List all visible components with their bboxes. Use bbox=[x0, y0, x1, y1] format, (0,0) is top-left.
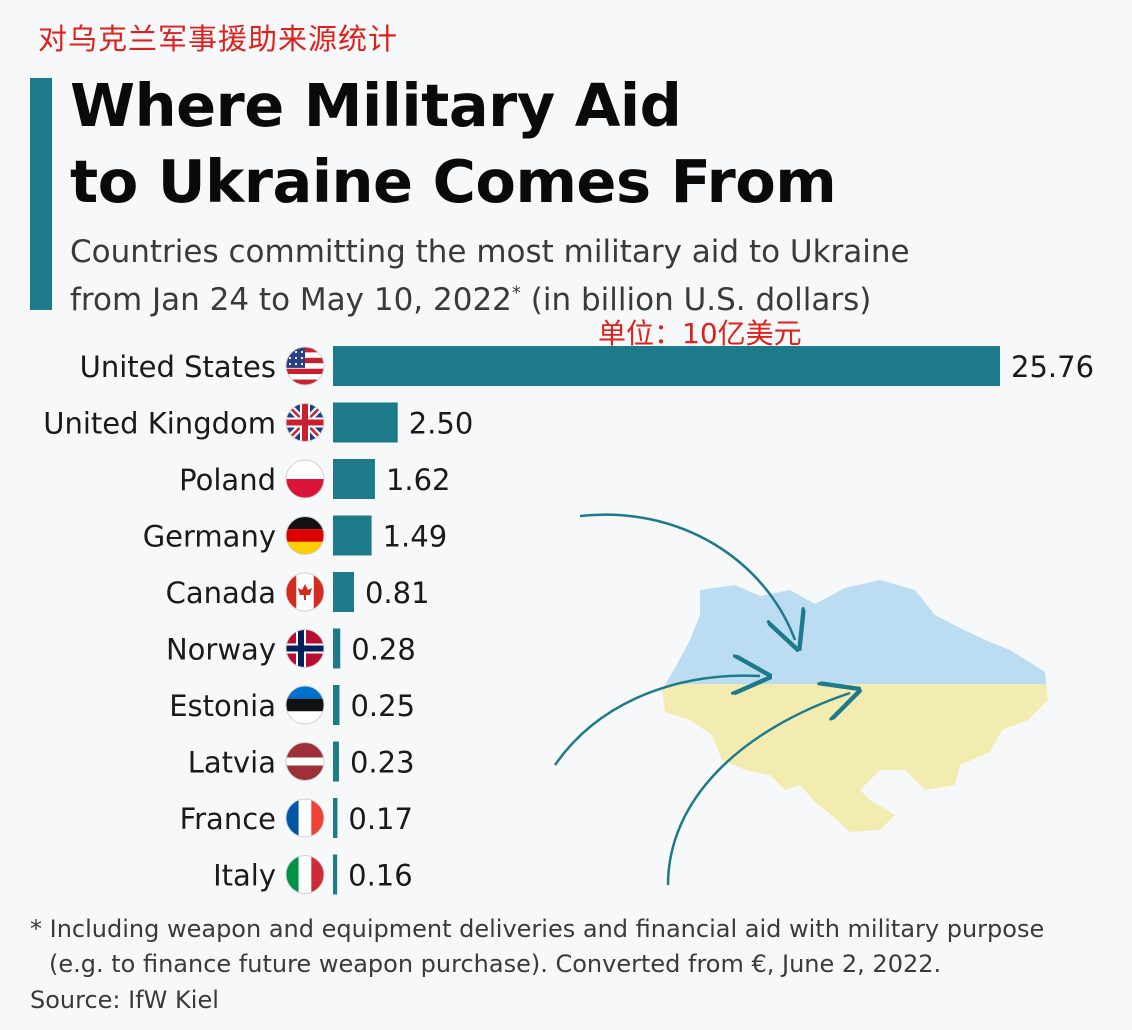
subtitle-line-1: Countries committing the most military a… bbox=[70, 234, 910, 270]
bar-united-states bbox=[333, 346, 1000, 386]
bar-france bbox=[333, 798, 338, 838]
category-label-estonia: Estonia bbox=[169, 689, 276, 723]
category-label-united-states: United States bbox=[80, 350, 276, 384]
bar-row-italy: Italy 0.16 bbox=[213, 854, 413, 895]
bar-latvia bbox=[333, 741, 339, 782]
bar-row-united-states: United States 25.76 bbox=[80, 346, 1094, 386]
chart-subtitle: Countries committing the most military a… bbox=[70, 228, 1110, 324]
estonia-flag-icon bbox=[285, 685, 325, 725]
ukraine-map bbox=[662, 580, 1048, 832]
footnote-line-1: * Including weapon and equipment deliver… bbox=[30, 915, 1045, 943]
value-label-italy: 0.16 bbox=[348, 859, 413, 893]
subtitle-footnote-mark: * bbox=[511, 282, 521, 304]
bar-canada bbox=[333, 572, 354, 612]
bar-united-kingdom bbox=[333, 402, 398, 443]
subtitle-units: (in billion U.S. dollars) bbox=[520, 282, 872, 318]
arrow-2 bbox=[553, 676, 760, 766]
bar-row-estonia: Estonia 0.25 bbox=[169, 685, 415, 725]
bar-row-poland: Poland 1.62 bbox=[179, 459, 451, 499]
value-label-france: 0.17 bbox=[348, 802, 413, 836]
value-label-estonia: 0.25 bbox=[350, 689, 415, 723]
category-label-italy: Italy bbox=[213, 859, 276, 893]
category-label-poland: Poland bbox=[179, 463, 276, 497]
bars-layer: United States 25.76 United Kingdom 2.50 Pola… bbox=[43, 346, 1094, 895]
arrow-1 bbox=[579, 513, 795, 640]
chinese-title: 对乌克兰军事援助来源统计 bbox=[38, 22, 399, 56]
bar-row-france: France 0.17 bbox=[180, 798, 413, 838]
value-label-united-states: 25.76 bbox=[1011, 350, 1094, 384]
uk-flag-icon bbox=[285, 403, 325, 442]
germany-flag-icon bbox=[285, 516, 325, 555]
value-label-united-kingdom: 2.50 bbox=[409, 407, 474, 441]
bar-row-germany: Germany 1.49 bbox=[143, 515, 448, 556]
us-flag-icon bbox=[285, 346, 325, 386]
chart-title-line-2: to Ukraine Comes From bbox=[70, 147, 837, 216]
category-label-germany: Germany bbox=[143, 520, 276, 554]
italy-flag-icon bbox=[285, 855, 325, 894]
bar-row-canada: Canada 0.81 bbox=[166, 572, 430, 612]
bar-estonia bbox=[333, 685, 340, 725]
arrow-3 bbox=[666, 693, 850, 886]
subtitle-date-range: from Jan 24 to May 10, 2022 bbox=[70, 282, 512, 318]
aid-arrows bbox=[553, 513, 850, 886]
bar-row-latvia: Latvia 0.23 bbox=[188, 741, 415, 782]
value-label-canada: 0.81 bbox=[365, 576, 430, 610]
latvia-flag-icon bbox=[285, 742, 325, 781]
poland-flag-icon bbox=[285, 459, 325, 499]
value-label-poland: 1.62 bbox=[386, 463, 451, 497]
value-label-latvia: 0.23 bbox=[350, 746, 415, 780]
title-accent-bar bbox=[30, 78, 52, 310]
canada-flag-icon bbox=[285, 572, 325, 612]
value-label-germany: 1.49 bbox=[383, 520, 448, 554]
france-flag-icon bbox=[285, 798, 325, 838]
bar-row-norway: Norway 0.28 bbox=[166, 628, 416, 669]
ukraine-map-blue bbox=[662, 580, 1048, 684]
bar-row-united-kingdom: United Kingdom 2.50 bbox=[43, 402, 474, 443]
norway-flag-icon bbox=[285, 629, 325, 668]
bar-germany bbox=[333, 515, 372, 556]
footnote: * Including weapon and equipment deliver… bbox=[30, 912, 1120, 982]
bar-poland bbox=[333, 459, 375, 499]
value-label-norway: 0.28 bbox=[351, 633, 416, 667]
source-note: Source: IfW Kiel bbox=[30, 986, 219, 1014]
bar-italy bbox=[333, 854, 338, 895]
category-label-united-kingdom: United Kingdom bbox=[43, 407, 276, 441]
category-label-norway: Norway bbox=[166, 633, 276, 667]
category-label-latvia: Latvia bbox=[188, 746, 276, 780]
unit-note: 单位：10亿美元 bbox=[598, 317, 802, 350]
category-label-france: France bbox=[180, 802, 276, 836]
subtitle-line-2: from Jan 24 to May 10, 2022* (in billion… bbox=[70, 276, 1110, 324]
chart-title-line-1: Where Military Aid bbox=[70, 71, 682, 140]
ukraine-map-yellow bbox=[662, 684, 1048, 832]
chart-title: Where Military Aid to Ukraine Comes From bbox=[70, 68, 1070, 220]
category-label-canada: Canada bbox=[166, 576, 276, 610]
footnote-line-2: (e.g. to finance future weapon purchase)… bbox=[49, 950, 942, 978]
bar-norway bbox=[333, 628, 341, 669]
